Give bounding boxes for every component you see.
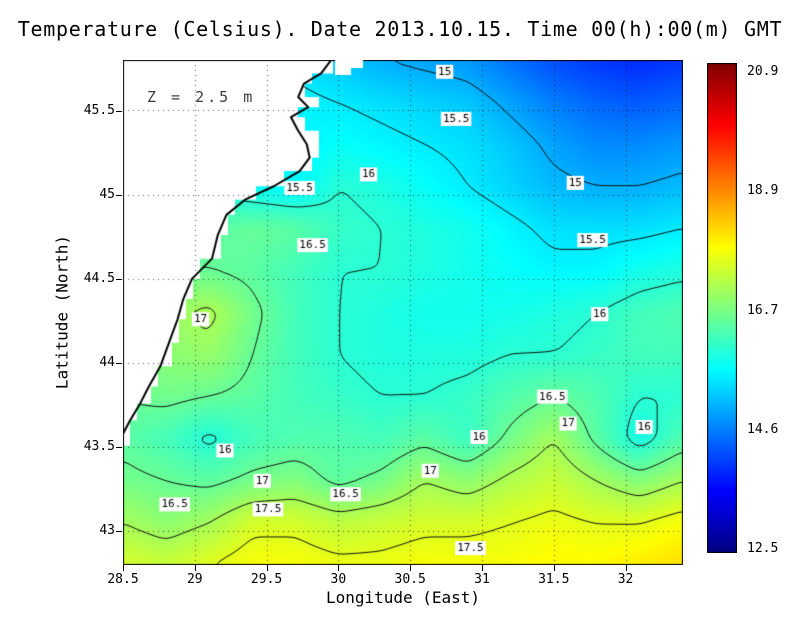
y-tick-label: 43.5	[83, 439, 115, 455]
x-tick-mark	[481, 565, 483, 571]
x-tick-label: 29.5	[250, 572, 283, 587]
colorbar-label: 14.6	[747, 421, 779, 437]
colorbar-label: 12.5	[747, 541, 779, 556]
x-tick-label: 28.5	[107, 572, 139, 587]
x-tick-label: 30	[330, 572, 347, 587]
y-tick-label: 44.5	[83, 270, 115, 286]
y-axis-label: Latitude (North)	[52, 234, 72, 390]
x-tick-label: 30.5	[394, 572, 426, 587]
colorbar-label: 20.9	[747, 64, 779, 79]
x-tick-mark	[410, 565, 412, 571]
x-tick-mark	[625, 565, 627, 571]
y-tick-mark	[116, 278, 122, 280]
x-tick-mark	[123, 565, 124, 571]
y-tick-label: 45	[99, 186, 115, 202]
x-tick-mark	[266, 565, 268, 571]
x-tick-mark	[338, 565, 340, 571]
y-tick-mark	[116, 531, 122, 533]
x-axis-label: Longitude (East)	[325, 588, 481, 607]
x-tick-label: 31.5	[538, 572, 570, 587]
chart-title: Temperature (Celsius). Date 2013.10.15. …	[17, 17, 783, 41]
x-tick-mark	[553, 565, 555, 571]
y-tick-mark	[116, 110, 122, 112]
x-tick-label: 29	[186, 572, 203, 587]
colorbar-label: 16.7	[747, 302, 779, 318]
y-tick-label: 43	[99, 523, 115, 539]
colorbar	[707, 63, 737, 553]
x-tick-label: 32	[617, 572, 634, 587]
y-tick-label: 45.5	[83, 102, 115, 118]
y-tick-mark	[116, 363, 122, 364]
x-tick-label: 31	[474, 572, 490, 587]
y-tick-label: 44	[99, 355, 115, 370]
colorbar-label: 18.9	[747, 183, 779, 199]
depth-annotation: Z = 2.5 m	[147, 88, 256, 106]
y-tick-mark	[116, 194, 122, 196]
y-tick-mark	[116, 447, 122, 449]
x-tick-mark	[194, 565, 196, 571]
temperature-map-canvas	[123, 60, 683, 565]
